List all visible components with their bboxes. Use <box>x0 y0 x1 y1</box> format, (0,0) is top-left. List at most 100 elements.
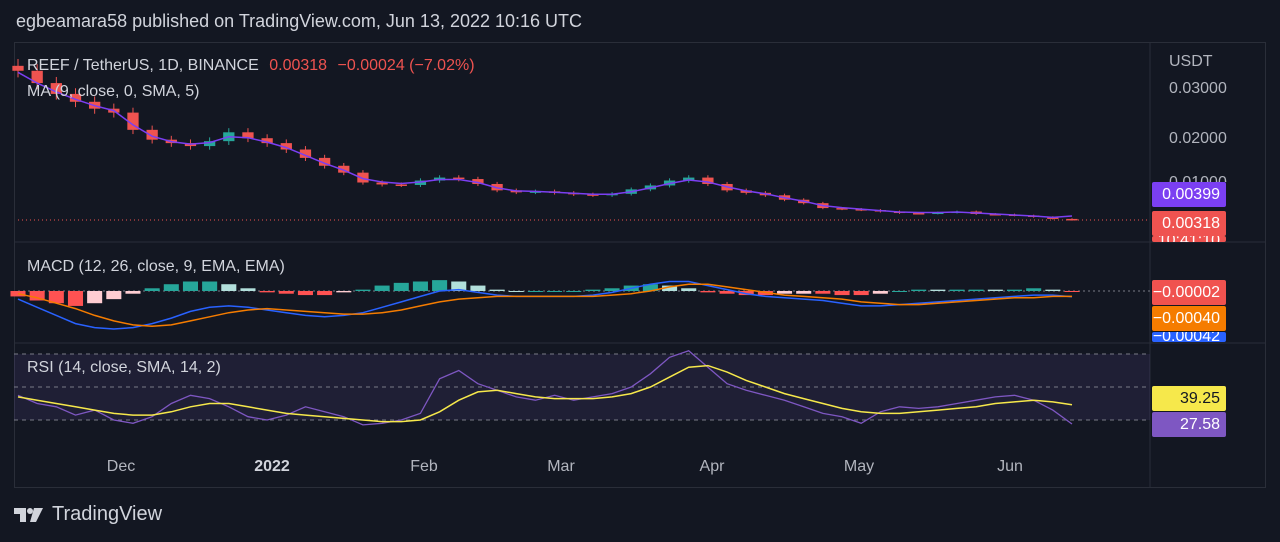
x-axis-label: Mar <box>547 458 575 475</box>
candle-body <box>69 93 82 102</box>
candle-body <box>299 149 312 158</box>
macd-histogram-bar <box>432 280 448 291</box>
macd-histogram-bar <box>317 291 333 296</box>
brand-name[interactable]: TradingView <box>52 503 163 525</box>
macd-histogram-bar <box>125 291 141 294</box>
candle-body <box>203 141 216 147</box>
currency-unit[interactable]: USDT <box>1169 53 1213 70</box>
x-axis-label: May <box>843 458 875 475</box>
ma-price-tag: 0.00399 <box>1152 182 1226 207</box>
last-price-tag: 0.00318 <box>1152 211 1226 236</box>
macd-histogram-bar <box>777 291 793 294</box>
chart-frame[interactable] <box>14 42 1266 488</box>
macd-histogram-bar <box>297 291 313 296</box>
macd-histogram-bar <box>106 291 122 300</box>
candle-body <box>242 132 254 139</box>
candle-body <box>913 213 925 215</box>
price-axis-label-partial: 0.01000 <box>1169 174 1227 182</box>
macd-histogram-bar <box>67 291 84 306</box>
macd-histogram-bar <box>527 291 543 292</box>
rsi-legend[interactable]: RSI (14, close, SMA, 14, 2) <box>27 359 221 376</box>
macd-histogram-bar <box>87 291 103 304</box>
macd-legend[interactable]: MACD (12, 26, close, 9, EMA, EMA) <box>27 258 285 275</box>
macd-histogram-bar <box>182 281 199 291</box>
macd-histogram-bar <box>508 291 524 292</box>
candle-body <box>472 179 484 184</box>
macd-histogram-bar <box>489 289 505 291</box>
ma-line <box>17 71 1073 219</box>
macd-histogram-bar <box>872 291 888 294</box>
candle-body <box>318 157 331 166</box>
macd-histogram-bar <box>1045 289 1061 291</box>
candle-body <box>50 83 62 94</box>
macd-histogram-bar <box>1006 289 1023 291</box>
macd-histogram-bar <box>393 282 409 291</box>
macd-histogram-bar <box>987 289 1003 291</box>
candle-body <box>587 194 599 196</box>
macd-histogram-bar <box>891 291 908 292</box>
macd-histogram-bar <box>930 289 946 291</box>
macd-histogram-bar <box>374 285 390 291</box>
macd-histogram-bar <box>259 291 275 293</box>
macd-histogram-bar <box>796 291 812 294</box>
rsi-value-tag: 27.58 <box>1152 412 1226 437</box>
macd-histogram-bar <box>968 289 984 291</box>
macd-histogram-bar <box>163 284 179 291</box>
macd-histogram-bar <box>144 288 160 291</box>
macd-line-tag: −0.00042 <box>1152 332 1226 342</box>
macd-histogram-bar <box>604 288 620 291</box>
candle-body <box>453 177 465 180</box>
price-legend: REEF / TetherUS, 1D, BINANCE 0.00318 −0.… <box>27 57 475 75</box>
rsi-ma-line <box>17 364 1073 423</box>
price-axis-label: 0.02000 <box>1169 130 1227 147</box>
macd-histogram-bar <box>202 281 218 291</box>
macd-histogram-bar <box>719 291 735 294</box>
signal-line <box>17 283 1072 328</box>
macd-histogram-bar <box>1026 288 1042 291</box>
signal-line-tag: −0.00040 <box>1152 306 1226 331</box>
candle-body <box>357 172 369 183</box>
macd-histogram-bar <box>815 291 831 294</box>
x-axis-label: Apr <box>699 458 725 475</box>
macd-histogram-bar <box>355 289 371 291</box>
price-change: −0.00024 (−7.02%) <box>337 57 475 74</box>
tradingview-logo-icon[interactable] <box>14 506 44 524</box>
ma-legend[interactable]: MA (9, close, 0, SMA, 5) <box>27 83 200 100</box>
candle-body <box>395 184 407 186</box>
candle-body <box>702 177 714 184</box>
candle-body <box>31 70 43 84</box>
candle-body <box>338 165 350 173</box>
macd-histogram-bar <box>240 288 256 291</box>
macd-histogram-bar <box>470 285 486 291</box>
x-axis-label: 2022 <box>254 458 290 475</box>
candle-body <box>1066 218 1078 221</box>
macd-histogram-bar <box>700 291 716 293</box>
macd-histogram-bar <box>412 281 428 291</box>
price-axis-label: 0.03000 <box>1169 80 1227 97</box>
candle-body <box>683 177 695 181</box>
macd-histogram-bar <box>642 284 658 291</box>
candle-body <box>127 112 139 130</box>
candle-body <box>261 138 273 144</box>
countdown-tag: 10:41:10 <box>1152 236 1226 242</box>
x-axis-label: Dec <box>106 458 136 475</box>
published-info: egbeamara58 published on TradingView.com… <box>16 11 583 31</box>
macd-histogram-bar <box>853 291 869 296</box>
candle-body <box>146 129 158 140</box>
macd-histogram-bar <box>662 285 678 291</box>
macd-histogram-bar <box>834 291 850 296</box>
macd-histogram-bar <box>451 281 467 291</box>
macd-histogram-bar <box>48 291 64 304</box>
macd-histogram-bar <box>29 291 45 301</box>
candle-body <box>376 182 388 185</box>
macd-histogram-bar <box>221 284 237 291</box>
macd-histogram-bar <box>681 288 697 291</box>
macd-histogram-bar <box>949 289 965 291</box>
x-axis-label: Feb <box>410 458 438 475</box>
symbol-label[interactable]: REEF / TetherUS, 1D, BINANCE <box>27 57 259 74</box>
macd-histogram-bar <box>566 291 582 292</box>
last-price: 0.00318 <box>269 57 328 74</box>
macd-histogram-bar <box>278 291 294 294</box>
candle-body <box>12 65 24 71</box>
